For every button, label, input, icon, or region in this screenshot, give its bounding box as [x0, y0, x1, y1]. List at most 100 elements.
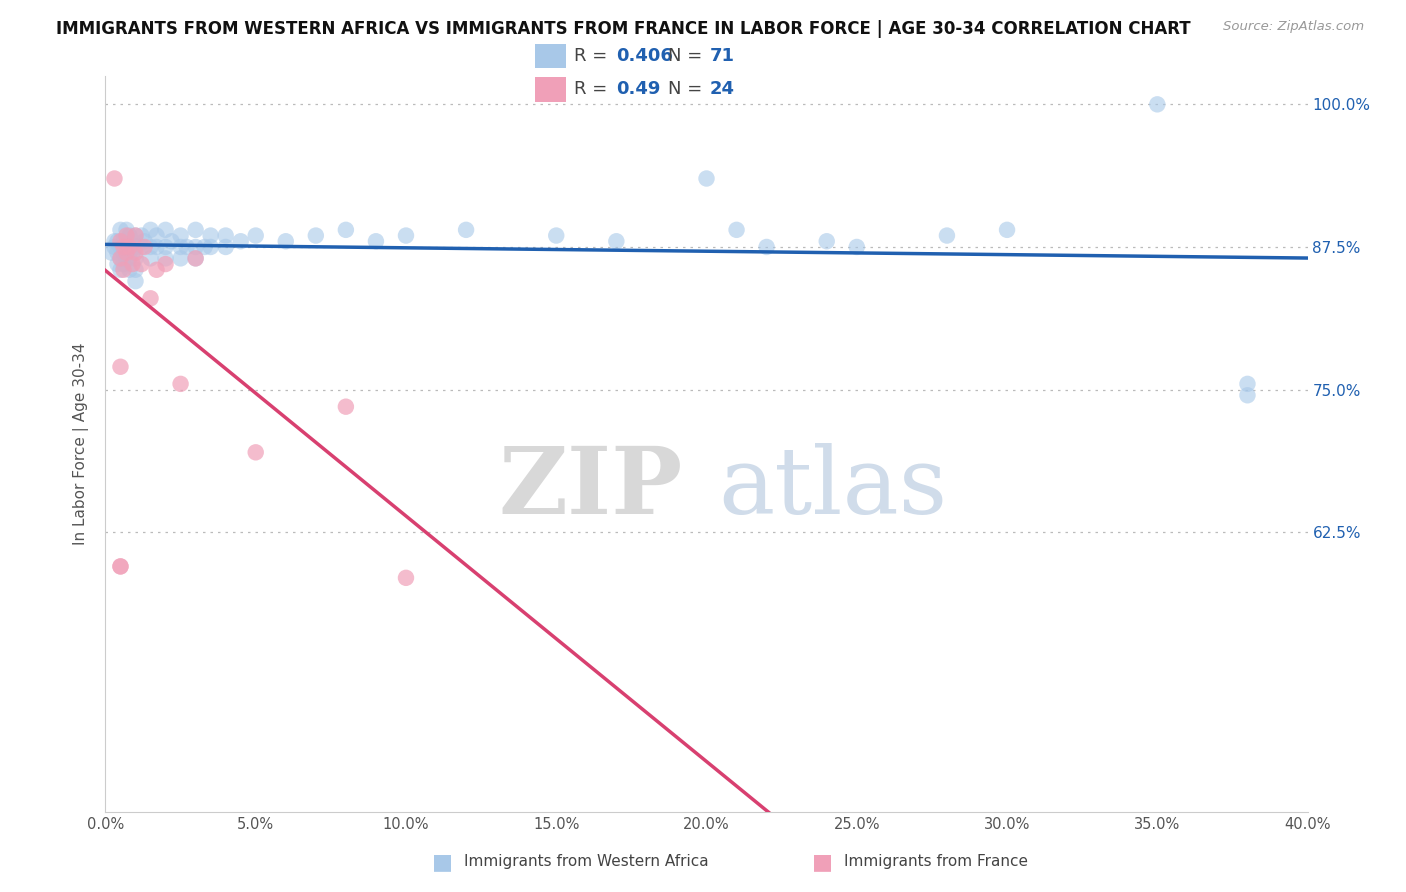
Text: N =: N =	[668, 46, 707, 65]
Point	[169, 252, 191, 266]
Point	[112, 234, 135, 248]
Point	[936, 228, 959, 243]
Point	[160, 234, 183, 248]
Point	[121, 234, 143, 248]
Text: R =: R =	[574, 79, 613, 98]
Point	[139, 291, 162, 305]
Point	[546, 228, 568, 243]
Point	[118, 240, 141, 254]
Text: ■: ■	[433, 852, 453, 871]
Point	[155, 240, 177, 254]
Point	[214, 228, 236, 243]
Point	[184, 252, 207, 266]
Text: ■: ■	[813, 852, 832, 871]
Point	[118, 228, 141, 243]
Point	[131, 228, 153, 243]
Point	[112, 262, 135, 277]
Point	[107, 234, 129, 248]
Point	[395, 571, 418, 585]
Point	[1236, 376, 1258, 391]
Point	[115, 223, 138, 237]
Point	[124, 262, 146, 277]
Point	[124, 228, 146, 243]
Point	[214, 240, 236, 254]
Point	[335, 400, 357, 414]
Point	[107, 257, 129, 271]
Point	[155, 252, 177, 266]
Point	[1146, 97, 1168, 112]
Text: 0.406: 0.406	[616, 46, 672, 65]
Point	[1236, 388, 1258, 402]
Point	[274, 234, 297, 248]
Text: 0.49: 0.49	[616, 79, 659, 98]
Point	[110, 252, 132, 266]
Point	[245, 228, 267, 243]
Y-axis label: In Labor Force | Age 30-34: In Labor Force | Age 30-34	[73, 343, 90, 545]
Point	[845, 240, 868, 254]
Point	[696, 171, 718, 186]
Point	[229, 234, 252, 248]
Text: ZIP: ZIP	[498, 443, 682, 533]
Point	[605, 234, 627, 248]
Point	[200, 240, 222, 254]
Point	[110, 559, 132, 574]
Point	[131, 240, 153, 254]
Point	[305, 228, 328, 243]
Point	[134, 240, 156, 254]
Point	[139, 240, 162, 254]
Text: N =: N =	[668, 79, 707, 98]
Point	[335, 223, 357, 237]
Point	[118, 252, 141, 266]
Point	[395, 228, 418, 243]
Point	[115, 228, 138, 243]
Point	[124, 252, 146, 266]
Point	[364, 234, 387, 248]
Point	[103, 234, 125, 248]
Text: Immigrants from France: Immigrants from France	[844, 855, 1028, 869]
Point	[145, 228, 167, 243]
Point	[118, 262, 141, 277]
Point	[110, 262, 132, 277]
Point	[124, 274, 146, 288]
Point	[124, 240, 146, 254]
Point	[194, 240, 217, 254]
Point	[176, 240, 198, 254]
Point	[725, 223, 748, 237]
Point	[121, 245, 143, 260]
Point	[169, 376, 191, 391]
Text: Immigrants from Western Africa: Immigrants from Western Africa	[464, 855, 709, 869]
Point	[121, 257, 143, 271]
Point	[454, 223, 477, 237]
Point	[755, 240, 778, 254]
Text: 71: 71	[710, 46, 734, 65]
Point	[103, 240, 125, 254]
Point	[124, 228, 146, 243]
Point	[115, 245, 138, 260]
Point	[118, 240, 141, 254]
Point	[995, 223, 1018, 237]
Point	[107, 245, 129, 260]
Point	[110, 223, 132, 237]
Text: atlas: atlas	[718, 443, 948, 533]
Point	[124, 245, 146, 260]
Point	[134, 234, 156, 248]
Point	[103, 171, 125, 186]
Point	[145, 240, 167, 254]
Point	[184, 252, 207, 266]
Point	[112, 257, 135, 271]
Point	[155, 223, 177, 237]
Point	[115, 240, 138, 254]
Point	[112, 245, 135, 260]
Text: R =: R =	[574, 46, 613, 65]
Point	[184, 240, 207, 254]
Text: 24: 24	[710, 79, 734, 98]
Point	[112, 240, 135, 254]
Point	[110, 559, 132, 574]
Point	[110, 252, 132, 266]
Point	[131, 257, 153, 271]
Point	[169, 240, 191, 254]
Point	[110, 234, 132, 248]
Point	[245, 445, 267, 459]
Point	[200, 228, 222, 243]
Point	[139, 252, 162, 266]
